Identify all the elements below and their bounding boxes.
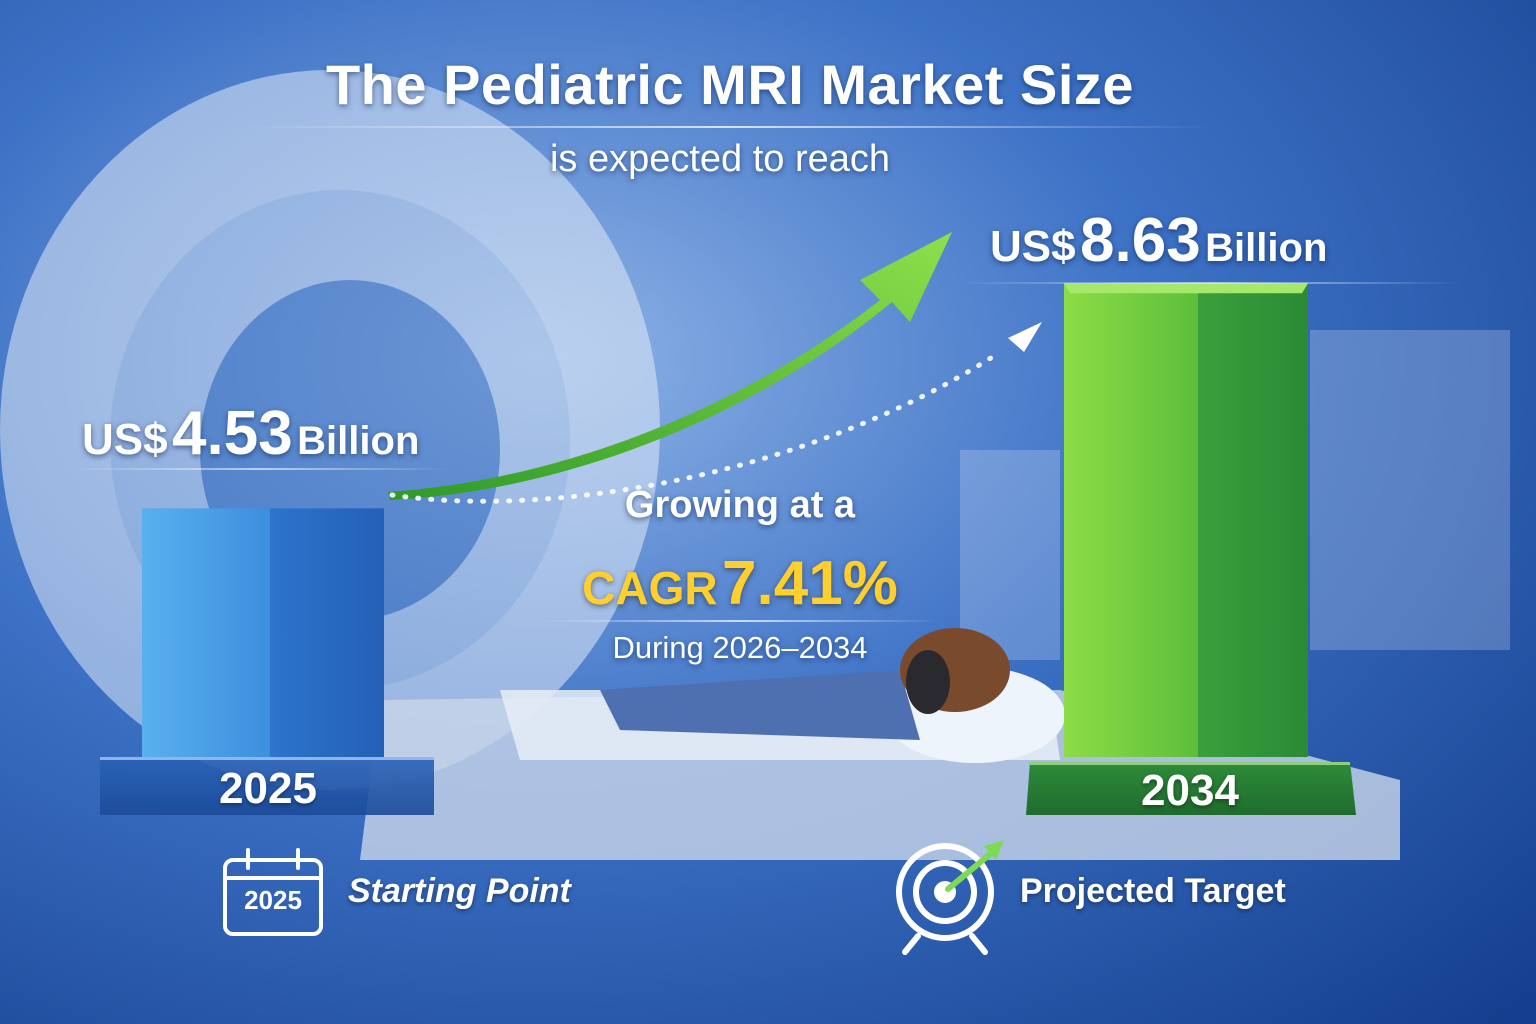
target-icon [896, 840, 1004, 955]
bar-2034 [1064, 283, 1308, 757]
x-tick-2025: 2025 [219, 764, 317, 813]
bar-2034-side [1198, 283, 1308, 757]
end-unit: Billion [1205, 226, 1328, 270]
calendar-icon [223, 848, 323, 936]
starting-point-label: Starting Point [348, 872, 571, 910]
dotted-trend-arrowhead [1008, 322, 1042, 352]
end-currency: US$ [990, 222, 1076, 271]
base-2034 [1026, 762, 1356, 815]
bar-2034-top [1064, 283, 1308, 294]
bar-2025-side [270, 508, 384, 757]
end-value-divider [960, 282, 1460, 284]
cagr-divider [540, 620, 940, 622]
cagr-rate: 7.41% [722, 549, 898, 618]
title-divider [240, 126, 1210, 128]
base-2025 [100, 757, 434, 815]
calendar-year-label: 2025 [244, 885, 302, 915]
bar-2034-front [1064, 283, 1198, 757]
cagr-value: CAGR 7.41% [540, 548, 940, 619]
shelf-illustration [960, 330, 1510, 660]
start-unit: Billion [297, 419, 420, 463]
end-value-label: US$ 8.63 Billion [990, 205, 1327, 276]
projected-target-label: Projected Target [1020, 872, 1286, 910]
page-subtitle: is expected to reach [549, 138, 891, 180]
page-title: The Pediatric MRI Market Size [325, 53, 1135, 116]
growth-intro: Growing at a [624, 484, 856, 526]
bar-2025 [142, 508, 384, 757]
bar-2025-front [142, 508, 270, 757]
cagr-label: CAGR [582, 562, 718, 614]
growth-period: During 2026–2034 [612, 630, 868, 665]
start-value-divider [70, 468, 450, 470]
start-value: 4.53 [172, 399, 293, 468]
start-currency: US$ [82, 415, 168, 464]
end-value: 8.63 [1080, 206, 1201, 275]
x-tick-2034: 2034 [1141, 766, 1239, 815]
start-value-label: US$ 4.53 Billion [82, 398, 419, 469]
dotted-trend-line [389, 349, 1003, 504]
